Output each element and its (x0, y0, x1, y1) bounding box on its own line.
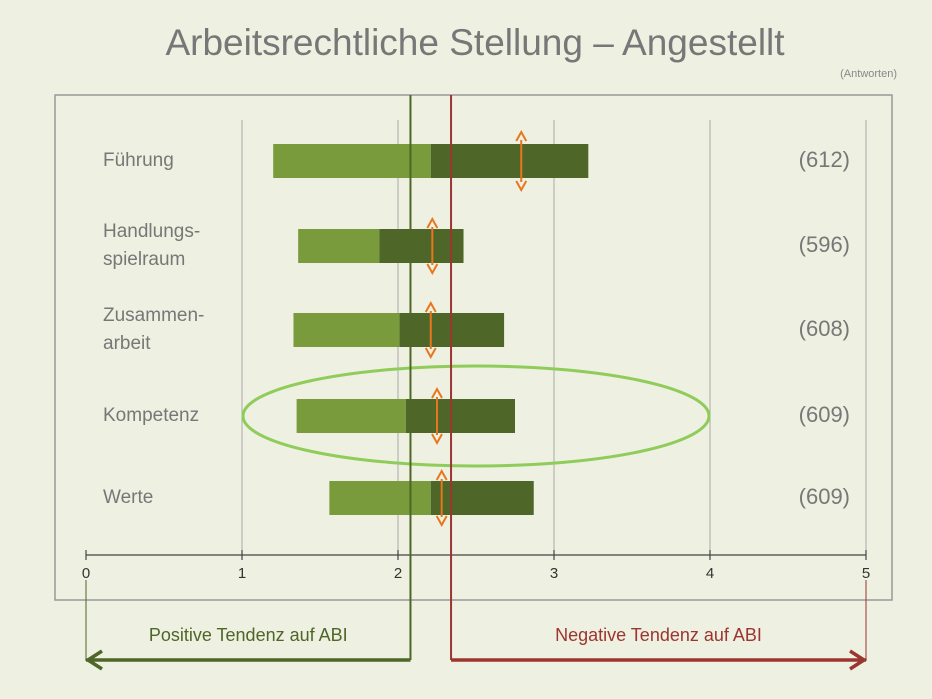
plot-frame (54, 94, 893, 601)
category-label: Werte (103, 487, 153, 508)
x-tick-label: 3 (550, 565, 558, 582)
tendency-arrow (451, 649, 868, 671)
bar-upper (405, 399, 515, 433)
marker (515, 129, 528, 193)
x-tick-label: 1 (238, 565, 246, 582)
tendency-label: Positive Tendenz auf ABI (149, 625, 348, 645)
bar-upper (430, 481, 534, 515)
tendency-label: Negative Tendenz auf ABI (555, 625, 762, 645)
category-label: Handlungs- (103, 221, 200, 242)
chart-title: Arbeitsrechtliche Stellung – Angestellt (165, 22, 785, 63)
marker (424, 300, 437, 360)
category-label: spielraum (103, 249, 185, 270)
marker (431, 386, 443, 446)
count-label: (612) (799, 147, 850, 172)
subtitle: (Antworten) (840, 68, 897, 80)
bar-lower (329, 481, 431, 515)
count-label: (609) (799, 402, 850, 427)
bar-lower (298, 229, 380, 263)
highlight-ellipse (241, 364, 711, 468)
bar-upper (379, 229, 464, 263)
category-label: Kompetenz (103, 405, 199, 426)
x-tick-label: 5 (862, 565, 870, 582)
bar-lower (296, 399, 406, 433)
x-tick-label: 2 (394, 565, 402, 582)
tendency-arrow (84, 649, 411, 671)
category-label: Zusammen- (103, 305, 204, 326)
category-label: Führung (103, 150, 174, 171)
marker (426, 216, 439, 276)
bar-lower (293, 313, 400, 347)
count-label: (596) (799, 232, 850, 257)
marker (435, 468, 448, 528)
bar-lower (273, 144, 431, 178)
category-label: arbeit (103, 333, 151, 354)
bar-upper (430, 144, 589, 178)
x-tick-label: 4 (706, 565, 714, 582)
count-label: (608) (799, 316, 850, 341)
x-tick-label: 0 (82, 565, 90, 582)
count-label: (609) (799, 484, 850, 509)
